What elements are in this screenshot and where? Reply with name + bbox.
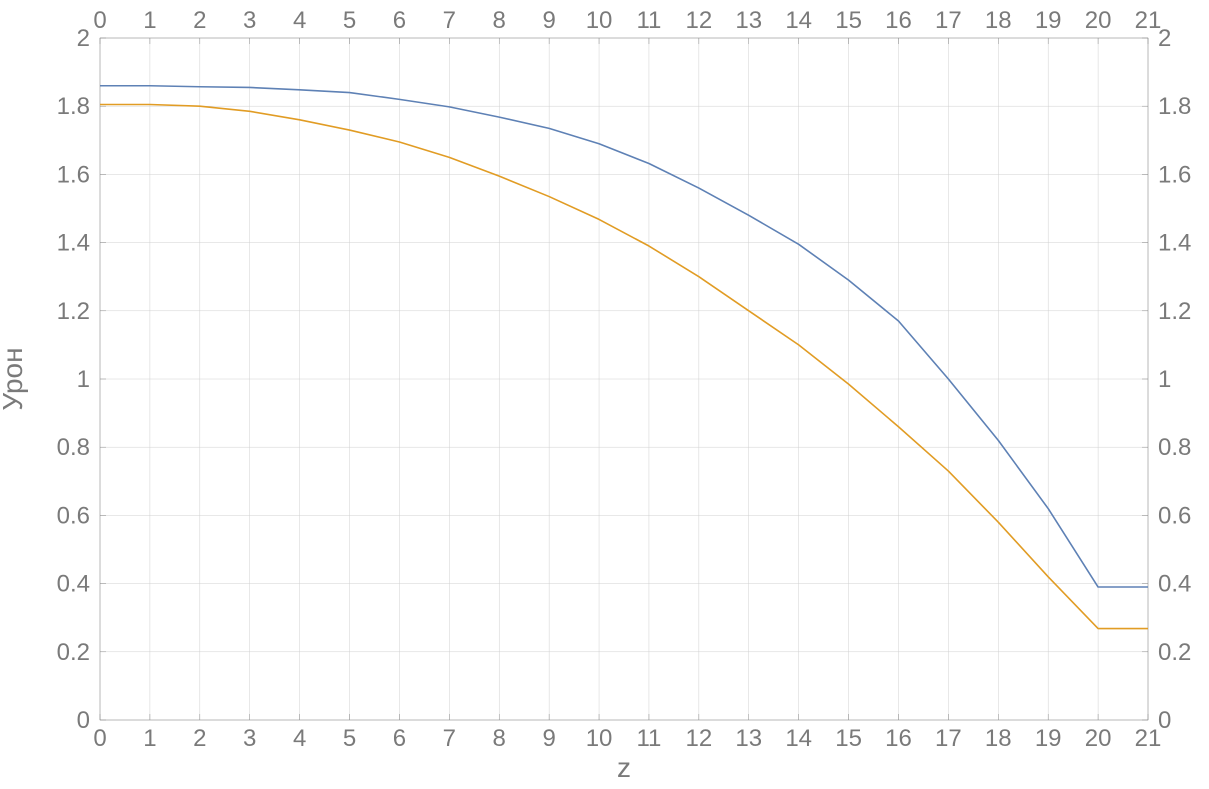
y-tick-label: 0.2 — [1158, 639, 1191, 666]
x-tick-label: 16 — [885, 7, 912, 34]
y-tick-label: 1 — [1158, 366, 1171, 393]
x-tick-label: 10 — [586, 7, 613, 34]
y-tick-label: 1.2 — [1158, 298, 1191, 325]
x-tick-label: 10 — [586, 725, 613, 752]
y-tick-label: 0.6 — [57, 502, 90, 529]
x-tick-label: 11 — [636, 725, 661, 752]
y-tick-label: 0.8 — [1158, 434, 1191, 461]
y-tick-label: 2 — [1158, 25, 1171, 52]
x-tick-label: 14 — [785, 7, 812, 34]
x-tick-label: 4 — [293, 7, 306, 34]
x-tick-label: 3 — [243, 725, 256, 752]
x-tick-label: 13 — [735, 7, 762, 34]
x-tick-label: 16 — [885, 725, 912, 752]
y-tick-label: 0.4 — [1158, 571, 1191, 598]
x-tick-label: 17 — [935, 725, 962, 752]
x-tick-label: 7 — [443, 725, 456, 752]
x-tick-label: 12 — [686, 7, 713, 34]
y-tick-label: 1.4 — [57, 230, 90, 257]
x-tick-label: 11 — [636, 7, 661, 34]
x-tick-label: 1 — [143, 725, 156, 752]
x-tick-label: 1 — [143, 7, 156, 34]
y-tick-label: 1 — [77, 366, 90, 393]
x-tick-label: 8 — [493, 725, 506, 752]
y-tick-label: 1.8 — [1158, 93, 1191, 120]
x-tick-label: 15 — [835, 7, 862, 34]
y-tick-label: 0.8 — [57, 434, 90, 461]
x-tick-label: 19 — [1035, 7, 1062, 34]
y-tick-label: 0 — [77, 707, 90, 734]
x-tick-label: 20 — [1085, 725, 1112, 752]
y-tick-label: 0.2 — [57, 639, 90, 666]
y-tick-label: 0.6 — [1158, 502, 1191, 529]
x-axis-label: z — [617, 752, 631, 783]
x-tick-label: 6 — [393, 7, 406, 34]
x-tick-label: 19 — [1035, 725, 1062, 752]
x-tick-label: 18 — [985, 7, 1012, 34]
x-tick-label: 5 — [343, 7, 356, 34]
x-tick-label: 9 — [542, 7, 555, 34]
x-tick-label: 18 — [985, 725, 1012, 752]
y-tick-label: 1.8 — [57, 93, 90, 120]
x-tick-label: 14 — [785, 725, 812, 752]
chart-container: 0123456789101112131415161718192021012345… — [0, 0, 1209, 789]
y-axis-label: Урон — [0, 347, 28, 410]
x-tick-label: 15 — [835, 725, 862, 752]
y-tick-label: 1.4 — [1158, 230, 1191, 257]
x-tick-label: 13 — [735, 725, 762, 752]
y-tick-label: 1.6 — [57, 161, 90, 188]
x-tick-label: 2 — [193, 725, 206, 752]
x-tick-label: 7 — [443, 7, 456, 34]
x-tick-label: 3 — [243, 7, 256, 34]
x-tick-label: 12 — [686, 725, 713, 752]
x-tick-label: 8 — [493, 7, 506, 34]
y-tick-label: 0.4 — [57, 571, 90, 598]
x-tick-label: 0 — [93, 725, 106, 752]
x-tick-label: 2 — [193, 7, 206, 34]
x-tick-label: 9 — [542, 725, 555, 752]
x-tick-label: 4 — [293, 725, 306, 752]
x-tick-label: 0 — [93, 7, 106, 34]
x-tick-label: 5 — [343, 725, 356, 752]
y-tick-label: 0 — [1158, 707, 1171, 734]
x-tick-label: 20 — [1085, 7, 1112, 34]
y-tick-label: 1.6 — [1158, 161, 1191, 188]
x-tick-label: 6 — [393, 725, 406, 752]
y-tick-label: 2 — [77, 25, 90, 52]
x-tick-label: 17 — [935, 7, 962, 34]
y-tick-label: 1.2 — [57, 298, 90, 325]
